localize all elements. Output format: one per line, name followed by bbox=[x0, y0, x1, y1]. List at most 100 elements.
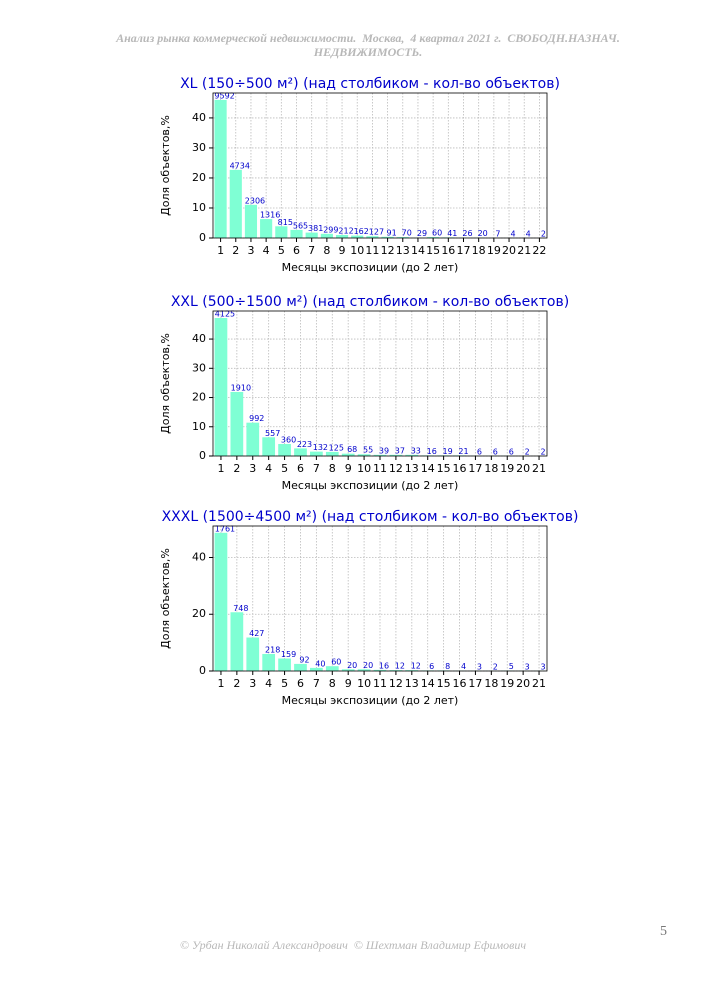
y-axis-label: Доля объектов,% bbox=[159, 115, 172, 216]
bar bbox=[275, 226, 288, 238]
x-tick-label: 8 bbox=[329, 677, 336, 690]
bar-count-label: 91 bbox=[386, 228, 396, 237]
y-tick-label: 20 bbox=[192, 607, 206, 620]
y-tick-label: 10 bbox=[192, 201, 206, 214]
y-tick-label: 30 bbox=[192, 141, 206, 154]
bar-count-label: 60 bbox=[432, 229, 442, 238]
bar bbox=[351, 235, 364, 238]
bar-count-label: 9592 bbox=[214, 91, 234, 100]
x-tick-label: 11 bbox=[373, 677, 387, 690]
y-tick-label: 0 bbox=[199, 231, 206, 244]
plot-frame bbox=[212, 92, 548, 239]
x-tick-label: 16 bbox=[453, 462, 467, 475]
bar-count-label: 2 bbox=[541, 229, 546, 238]
bar-count-label: 218 bbox=[265, 645, 280, 654]
bar-count-label: 3 bbox=[525, 662, 530, 671]
bar bbox=[294, 448, 307, 456]
x-tick-label: 4 bbox=[265, 677, 272, 690]
x-tick-label: 2 bbox=[233, 677, 240, 690]
page-number: 5 bbox=[660, 924, 667, 939]
bar bbox=[427, 237, 440, 238]
bar-count-label: 2 bbox=[525, 447, 530, 456]
bar-count-label: 6 bbox=[509, 447, 514, 456]
bar-count-label: 2306 bbox=[245, 196, 265, 205]
x-tick-label: 15 bbox=[426, 244, 440, 257]
x-tick-label: 21 bbox=[517, 244, 531, 257]
bar-count-label: 8 bbox=[445, 662, 450, 671]
bar-count-label: 557 bbox=[265, 429, 280, 438]
x-tick-label: 10 bbox=[350, 244, 364, 257]
y-axis-label: Доля объектов,% bbox=[159, 333, 172, 434]
x-tick-label: 8 bbox=[329, 462, 336, 475]
bar-count-label: 299 bbox=[323, 225, 338, 234]
bar bbox=[320, 233, 333, 238]
x-tick-label: 2 bbox=[233, 462, 240, 475]
x-tick-label: 14 bbox=[421, 462, 435, 475]
y-tick-label: 0 bbox=[199, 449, 206, 462]
x-tick-label: 1 bbox=[217, 462, 224, 475]
bar-count-label: 40 bbox=[315, 659, 325, 668]
bar-count-label: 21 bbox=[458, 447, 468, 456]
x-tick-label: 9 bbox=[345, 462, 352, 475]
x-tick-label: 15 bbox=[437, 462, 451, 475]
bar bbox=[310, 667, 323, 671]
x-tick-label: 14 bbox=[411, 244, 425, 257]
y-tick-label: 40 bbox=[192, 111, 206, 124]
x-tick-label: 13 bbox=[396, 244, 410, 257]
bar bbox=[230, 612, 244, 671]
bar bbox=[260, 219, 273, 238]
bar bbox=[341, 453, 355, 456]
bar bbox=[246, 422, 260, 456]
bar bbox=[405, 670, 419, 671]
x-tick-label: 19 bbox=[500, 677, 514, 690]
x-tick-label: 22 bbox=[532, 244, 546, 257]
bar-count-label: 19 bbox=[443, 447, 453, 456]
x-tick-label: 3 bbox=[249, 462, 256, 475]
bar-count-label: 12 bbox=[395, 662, 405, 671]
bar bbox=[278, 658, 291, 671]
bar bbox=[325, 666, 339, 671]
x-tick-label: 1 bbox=[217, 677, 224, 690]
x-tick-label: 21 bbox=[532, 462, 546, 475]
bar bbox=[381, 236, 394, 238]
x-tick-label: 3 bbox=[249, 677, 256, 690]
bar bbox=[373, 454, 387, 456]
x-tick-label: 11 bbox=[365, 244, 379, 257]
x-tick-label: 17 bbox=[457, 244, 471, 257]
bar bbox=[244, 204, 258, 238]
x-tick-label: 7 bbox=[308, 244, 315, 257]
bar-count-label: 2 bbox=[493, 662, 498, 671]
x-tick-label: 20 bbox=[516, 462, 530, 475]
x-tick-label: 18 bbox=[484, 462, 498, 475]
bar-count-label: 212 bbox=[338, 226, 353, 235]
chart-title: XXXL (1500÷4500 м²) (над столбиком - кол… bbox=[162, 509, 579, 525]
plot-frame bbox=[212, 525, 548, 672]
x-tick-label: 1 bbox=[217, 244, 224, 257]
bar bbox=[373, 669, 387, 671]
bar bbox=[294, 663, 307, 671]
bar-count-label: 815 bbox=[278, 218, 293, 227]
bar-count-label: 6 bbox=[493, 447, 498, 456]
bar-count-label: 70 bbox=[402, 229, 412, 238]
bar-count-label: 20 bbox=[347, 661, 357, 670]
bar-count-label: 39 bbox=[379, 446, 389, 455]
x-tick-label: 13 bbox=[405, 677, 419, 690]
bar-count-label: 29 bbox=[417, 229, 427, 238]
bar bbox=[214, 99, 227, 239]
bar-count-label: 4125 bbox=[215, 310, 235, 319]
bar-count-label: 60 bbox=[331, 658, 341, 667]
x-axis-label: Месяцы экспозиции (до 2 лет) bbox=[282, 479, 459, 492]
bar-count-label: 26 bbox=[462, 229, 472, 238]
footer-authors: © Урбан Николай Александрович © Шехтман … bbox=[179, 938, 527, 952]
bar bbox=[214, 318, 228, 456]
bar-count-label: 55 bbox=[363, 446, 373, 455]
bar bbox=[396, 237, 409, 238]
bar-count-label: 7 bbox=[495, 229, 500, 238]
chart-title: XXL (500÷1500 м²) (над столбиком - кол-в… bbox=[171, 294, 569, 310]
bar bbox=[310, 451, 323, 456]
bar-count-label: 2 bbox=[541, 447, 546, 456]
x-tick-label: 6 bbox=[297, 677, 304, 690]
bar bbox=[335, 234, 349, 238]
x-tick-label: 11 bbox=[373, 462, 387, 475]
